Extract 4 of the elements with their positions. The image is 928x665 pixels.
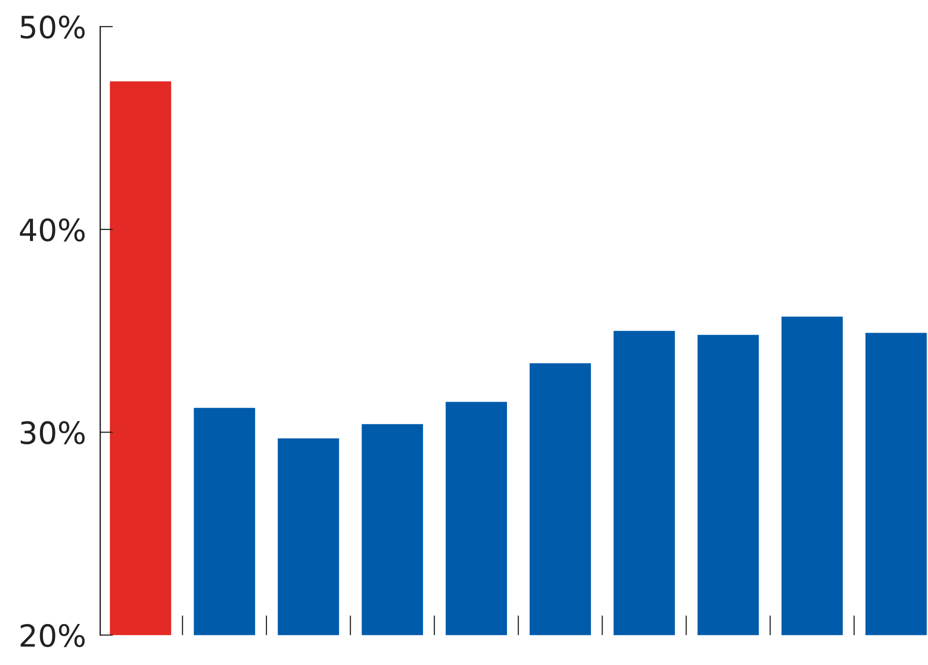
y-tick-label: 50%: [20, 16, 85, 39]
y-tick-label: 30%: [20, 421, 85, 444]
y-tick-label: 20%: [20, 624, 85, 648]
y-tick-label: 40%: [20, 218, 85, 242]
